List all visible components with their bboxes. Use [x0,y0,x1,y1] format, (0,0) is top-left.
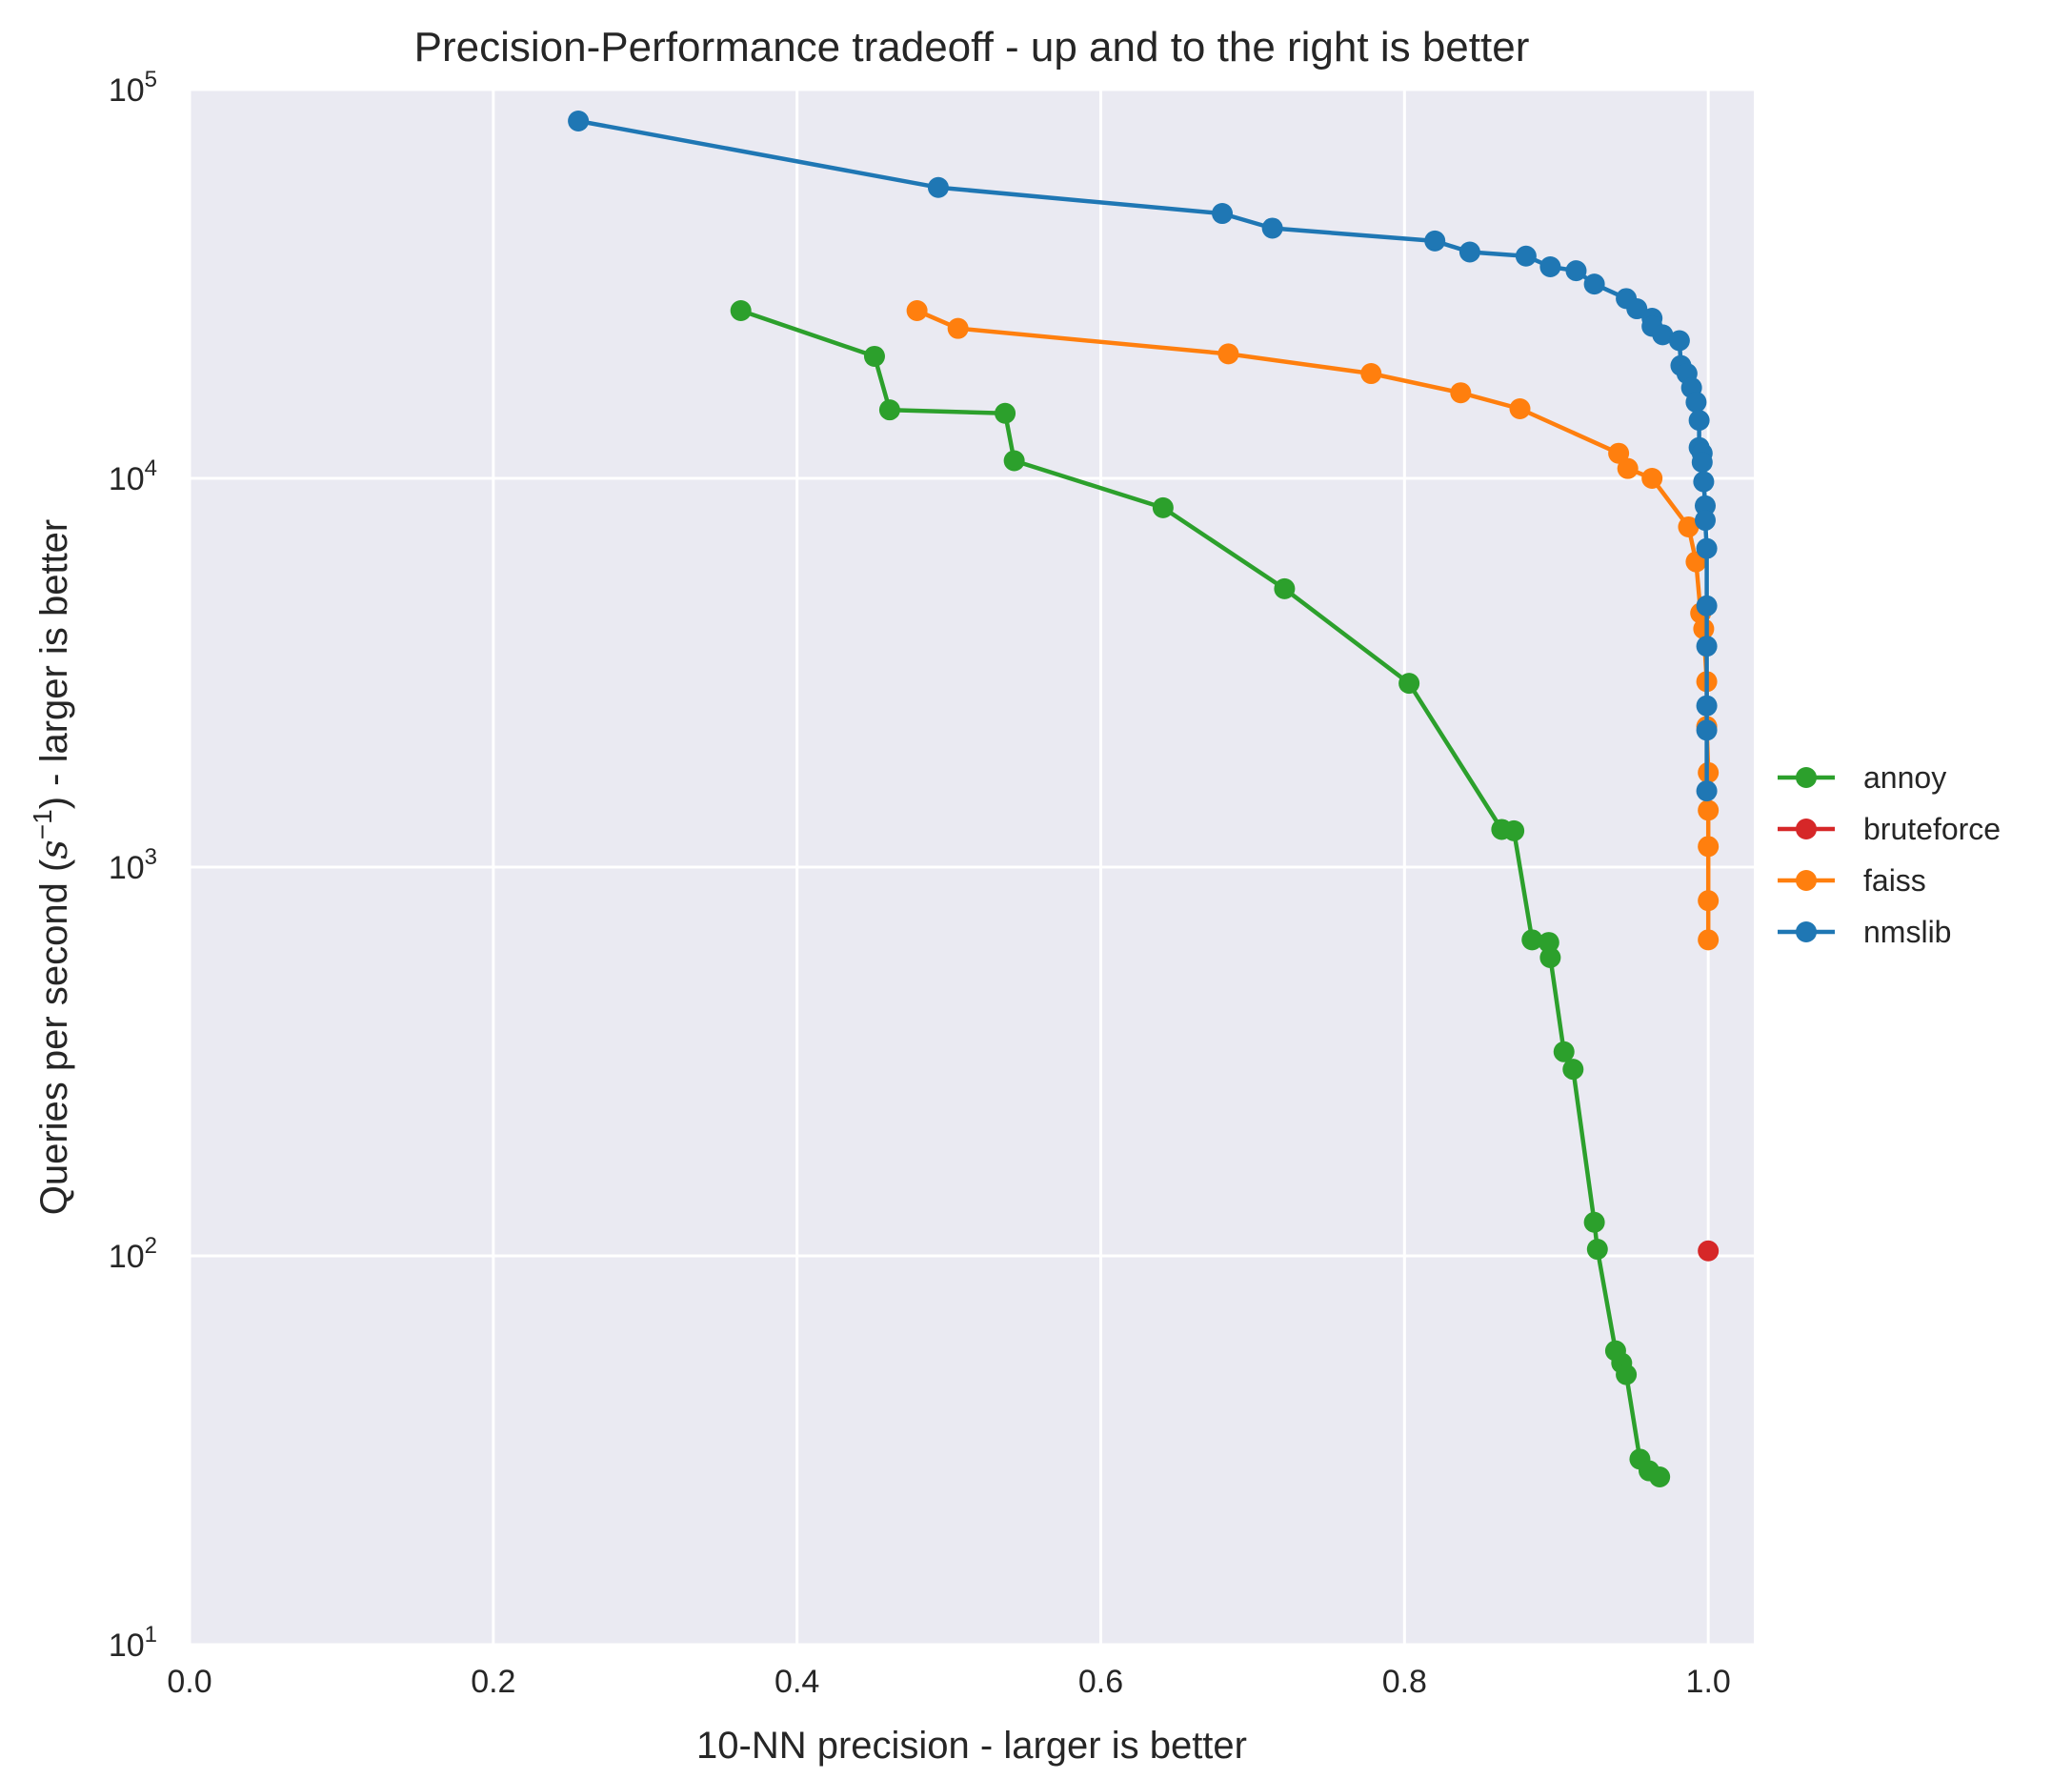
data-point-nmslib [1668,330,1690,352]
legend-item-faiss: faiss [1778,863,1926,898]
y-tick-labels: 101 102 103 104 105 [109,67,157,1664]
data-point-nmslib [1424,230,1446,252]
data-point-faiss [1698,836,1720,858]
data-point-nmslib [1694,495,1716,516]
legend-label: nmslib [1863,915,1951,949]
data-point-annoy [878,399,900,421]
data-point-annoy [1538,932,1559,954]
chart-title: Precision-Performance tradeoff - up and … [414,24,1530,71]
data-point-faiss [947,317,969,339]
data-point-annoy [1562,1059,1584,1081]
data-point-nmslib [1696,780,1718,802]
data-point-faiss [1698,890,1720,912]
legend-item-annoy: annoy [1778,760,1946,795]
legend-item-bruteforce: bruteforce [1778,812,2001,846]
data-point-nmslib [1696,537,1718,559]
data-point-nmslib [568,111,590,132]
x-tick-label: 0.0 [167,1664,211,1700]
data-point-annoy [730,300,752,322]
legend-item-nmslib: nmslib [1778,915,1951,949]
data-point-faiss [1509,397,1531,419]
data-point-nmslib [1696,636,1718,657]
data-point-annoy [995,402,1016,424]
data-point-annoy [1003,450,1025,472]
y-axis-label-symbol: s [32,839,76,859]
data-point-faiss [906,300,928,322]
x-tick-label: 1.0 [1686,1664,1731,1700]
data-point-annoy [1503,819,1525,841]
y-axis-label-prefix: Queries per second ( [33,859,75,1215]
x-tick-label: 0.6 [1078,1664,1123,1700]
legend-label: faiss [1863,863,1926,898]
data-point-nmslib [1685,392,1707,414]
data-point-nmslib [1565,260,1587,282]
y-tick-label: 102 [109,1233,157,1275]
data-point-bruteforce [1698,1240,1720,1262]
legend-swatch-marker [1796,819,1817,839]
y-axis-label-exponent: −1 [28,809,57,839]
y-tick-label: 103 [109,844,157,886]
data-point-annoy [1521,929,1543,951]
data-point-faiss [1608,442,1630,464]
data-point-annoy [1152,496,1174,518]
data-point-annoy [1398,673,1420,695]
data-point-nmslib [1696,719,1718,741]
data-point-nmslib [1539,256,1561,278]
legend-swatch-marker [1796,870,1817,891]
data-point-nmslib [927,176,949,198]
data-point-nmslib [1688,410,1710,432]
data-point-nmslib [1583,273,1605,295]
series-nmslib [568,111,1718,802]
data-point-nmslib [1652,324,1674,346]
data-point-annoy [1616,1364,1638,1385]
grid [188,88,1754,1647]
data-point-annoy [1586,1239,1608,1261]
data-point-annoy [1553,1041,1575,1062]
x-tick-labels: 0.0 0.2 0.4 0.6 0.8 1.0 [167,1664,1730,1700]
series-layer [568,111,1720,1488]
data-point-faiss [1450,382,1472,404]
data-point-faiss [1641,468,1663,489]
series-annoy [730,300,1671,1488]
legend-swatch-marker [1796,921,1817,942]
x-tick-label: 0.8 [1382,1664,1427,1700]
data-point-nmslib [1212,203,1234,225]
x-axis-label: 10-NN precision - larger is better [696,1725,1247,1767]
data-point-faiss [1698,799,1720,821]
data-point-nmslib [1696,595,1718,617]
data-point-faiss [1698,929,1720,951]
data-point-nmslib [1626,298,1648,320]
y-tick-label: 101 [109,1622,157,1664]
data-point-annoy [1649,1466,1671,1488]
data-point-annoy [1274,577,1296,599]
legend: annoy bruteforce faiss nmslib [1778,760,2001,949]
data-point-nmslib [1691,452,1713,474]
series-bruteforce [1698,1240,1720,1262]
data-point-faiss [1360,363,1382,385]
y-tick-label: 105 [109,67,157,109]
data-point-annoy [1583,1211,1605,1233]
x-tick-label: 0.2 [471,1664,515,1700]
legend-label: annoy [1863,760,1946,795]
data-point-nmslib [1696,695,1718,717]
data-point-faiss [1217,343,1239,365]
legend-label: bruteforce [1863,812,2001,846]
y-axis-label-suffix: ) - larger is better [33,519,75,810]
data-point-nmslib [1458,241,1480,263]
data-point-faiss [1617,457,1639,479]
data-point-faiss [1693,617,1715,639]
y-axis-label: Queries per second (s−1) - larger is bet… [28,519,76,1216]
data-point-nmslib [1694,510,1716,532]
y-tick-label: 104 [109,455,157,497]
data-point-annoy [863,345,885,367]
data-point-nmslib [1693,471,1715,493]
data-point-nmslib [1261,217,1283,239]
data-point-faiss [1678,516,1700,537]
x-tick-label: 0.4 [774,1664,819,1700]
data-point-annoy [1539,947,1561,969]
legend-swatch-marker [1796,767,1817,788]
data-point-nmslib [1515,245,1537,267]
